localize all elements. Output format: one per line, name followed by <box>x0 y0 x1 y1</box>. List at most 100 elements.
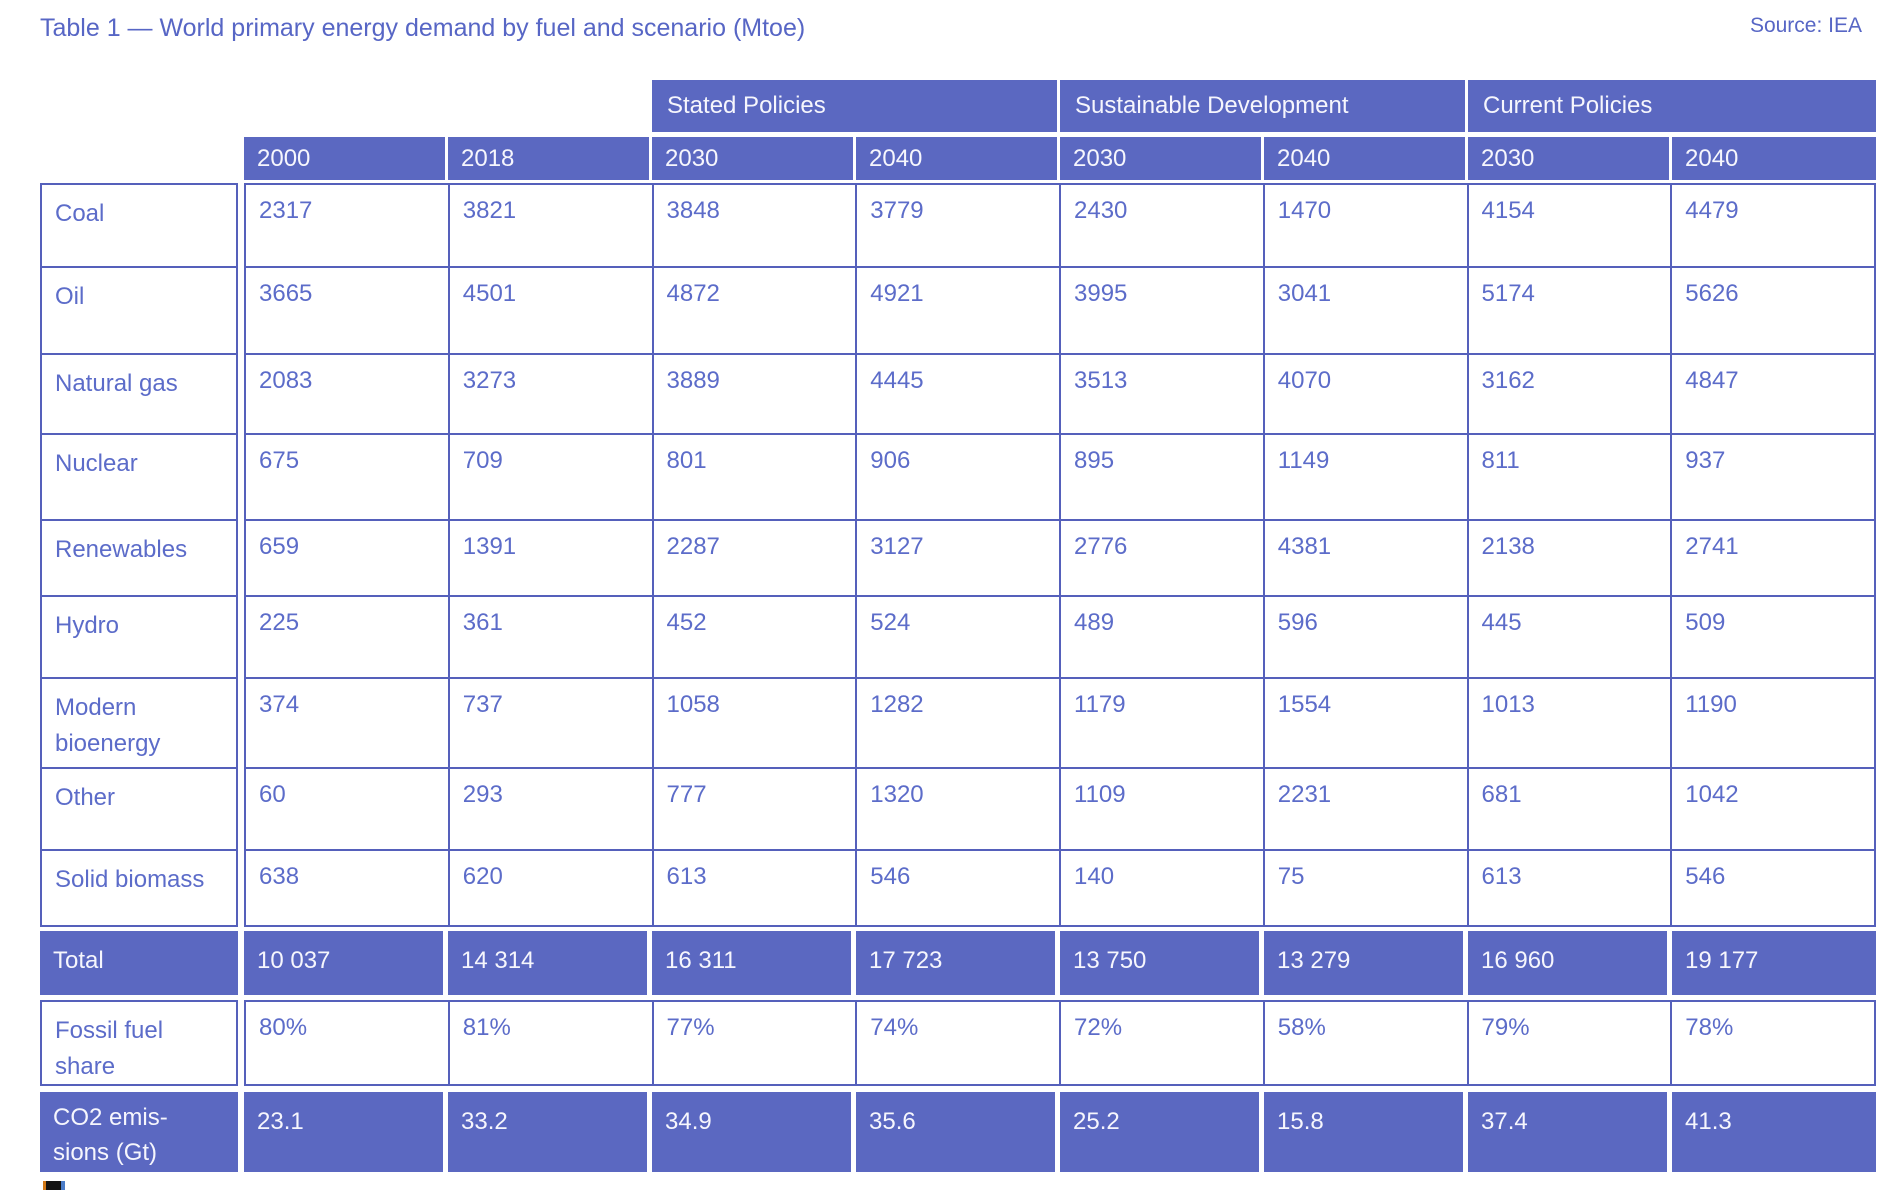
table-row: 3665 4501 4872 4921 3995 3041 5174 5626 <box>246 268 1874 355</box>
energy-demand-table: Stated Policies Sustainable Development Cu… <box>40 80 1876 1172</box>
value-cell: 74% <box>857 1002 1061 1084</box>
value-cell: 613 <box>654 851 858 925</box>
co2-value: 37.4 <box>1468 1092 1672 1172</box>
total-value: 14 314 <box>448 931 652 995</box>
value-cell: 3665 <box>246 268 450 353</box>
value-cell: 681 <box>1469 769 1673 849</box>
value-cell: 60 <box>246 769 450 849</box>
label-line: Other <box>55 784 116 811</box>
value-cell: 811 <box>1469 435 1673 519</box>
value-cell: 1149 <box>1265 435 1469 519</box>
value-cell: 1391 <box>450 521 654 595</box>
value-cell: 3273 <box>450 355 654 433</box>
row-label-nuclear: Nuclear <box>42 435 236 521</box>
value-cell: 2138 <box>1469 521 1673 595</box>
label-line: share <box>55 1053 116 1080</box>
value-cell: 374 <box>246 679 450 767</box>
value-cell: 895 <box>1061 435 1265 519</box>
row-label-renewables: Renewables <box>42 521 236 597</box>
value-cell: 777 <box>654 769 858 849</box>
table-row: 2317 3821 3848 3779 2430 1470 4154 4479 <box>246 185 1874 268</box>
co2-value: 41.3 <box>1672 1092 1876 1172</box>
year-header: 2040 <box>856 137 1060 180</box>
value-cell: 445 <box>1469 597 1673 677</box>
row-label-other: Other <box>42 769 236 851</box>
group-header-spacer <box>40 80 652 132</box>
value-cell: 5626 <box>1685 280 1739 307</box>
year-header: 2030 <box>1468 137 1672 180</box>
total-label: Total <box>40 931 238 995</box>
value-cell: 1282 <box>857 679 1061 767</box>
co2-value: 23.1 <box>244 1092 448 1172</box>
source-note: Source: IEA <box>1749 14 1862 37</box>
total-row: Total 10 037 14 314 16 311 17 723 13 750 13 27… <box>40 931 1876 995</box>
value-cell: 361 <box>450 597 654 677</box>
value-cell: 596 <box>1265 597 1469 677</box>
table-body: Coal Oil Natural gas Nuclear Renewables Hydro… <box>40 183 1876 927</box>
co2-value: 25.2 <box>1060 1092 1264 1172</box>
table-row: 374 737 1058 1282 1179 1554 1013 1190 <box>246 679 1874 769</box>
value-cell: 509 <box>1685 609 1726 636</box>
row-label-coal: Coal <box>42 185 236 268</box>
total-value: 16 960 <box>1468 931 1672 995</box>
year-header: 2040 <box>1672 137 1876 180</box>
value-cell: 613 <box>1469 851 1673 925</box>
row-label-column: Coal Oil Natural gas Nuclear Renewables Hydro… <box>40 183 238 927</box>
value-cell: 1042 <box>1685 781 1739 808</box>
co2-row: CO2 emis-sions (Gt) 23.1 33.2 34.9 35.6 25.2 1… <box>40 1092 1876 1172</box>
fossil-share-row: Fossil fuel share 80% 81% 77% 74% 72% 58% 79% 78… <box>40 1000 1876 1086</box>
value-cell: 4501 <box>450 268 654 353</box>
table-row: 2083 3273 3889 4445 3513 4070 3162 4847 <box>246 355 1874 435</box>
total-value: 19 177 <box>1672 931 1876 995</box>
value-cell: 1470 <box>1265 185 1469 266</box>
year-header-spacer <box>40 137 244 180</box>
value-cell: 737 <box>450 679 654 767</box>
value-cell: 675 <box>246 435 450 519</box>
table-row: 675 709 801 906 895 1149 811 937 <box>246 435 1874 521</box>
value-cell: 937 <box>1685 447 1726 474</box>
fossil-grid: 80% 81% 77% 74% 72% 58% 79% 78% <box>244 1000 1876 1086</box>
value-cell: 78% <box>1685 1014 1734 1041</box>
label-line: Modern <box>55 694 137 721</box>
value-cell: 638 <box>246 851 450 925</box>
label-line: Renewables <box>55 536 188 563</box>
value-cell: 1109 <box>1061 769 1265 849</box>
label-line: Coal <box>55 200 105 227</box>
value-cell: 4479 <box>1685 197 1739 224</box>
label-line: Oil <box>55 283 85 310</box>
total-value: 17 723 <box>856 931 1060 995</box>
data-grid: 2317 3821 3848 3779 2430 1470 4154 4479 3665 4501… <box>244 183 1876 927</box>
co2-value: 15.8 <box>1264 1092 1468 1172</box>
table-title: Table 1 — World primary energy demand by… <box>40 14 806 42</box>
value-cell: 524 <box>857 597 1061 677</box>
row-label-modern-bioenergy: Modern bioenergy <box>42 679 236 769</box>
value-cell: 2231 <box>1265 769 1469 849</box>
fossil-label-block: Fossil fuel share <box>40 1000 238 1086</box>
label-line: Natural gas <box>55 370 178 397</box>
value-cell: 3995 <box>1061 268 1265 353</box>
value-cell: 1190 <box>1685 691 1737 718</box>
value-cell: 489 <box>1061 597 1265 677</box>
value-cell: 4847 <box>1685 367 1739 394</box>
label-line: sions (Gt) <box>53 1139 158 1166</box>
value-cell: 3127 <box>857 521 1061 595</box>
value-cell: 72% <box>1061 1002 1265 1084</box>
value-cell: 2317 <box>246 185 450 266</box>
value-cell: 3779 <box>857 185 1061 266</box>
value-cell: 546 <box>1685 863 1726 890</box>
year-header-row: 2000 2018 2030 2040 2030 2040 2030 2040 <box>40 137 1876 180</box>
value-cell: 77% <box>654 1002 858 1084</box>
value-cell: 3041 <box>1265 268 1469 353</box>
value-cell: 4445 <box>857 355 1061 433</box>
value-cell: 2741 <box>1685 533 1739 560</box>
row-label-hydro: Hydro <box>42 597 236 679</box>
co2-value: 33.2 <box>448 1092 652 1172</box>
value-cell: 2776 <box>1061 521 1265 595</box>
clipped-footnote-mark <box>43 1181 65 1190</box>
group-header-current-policies: Current Policies <box>1468 80 1876 132</box>
value-cell: 225 <box>246 597 450 677</box>
table-row: 638 620 613 546 140 75 613 546 <box>246 851 1874 925</box>
value-cell: 4872 <box>654 268 858 353</box>
group-header-row: Stated Policies Sustainable Development Cu… <box>40 80 1876 132</box>
